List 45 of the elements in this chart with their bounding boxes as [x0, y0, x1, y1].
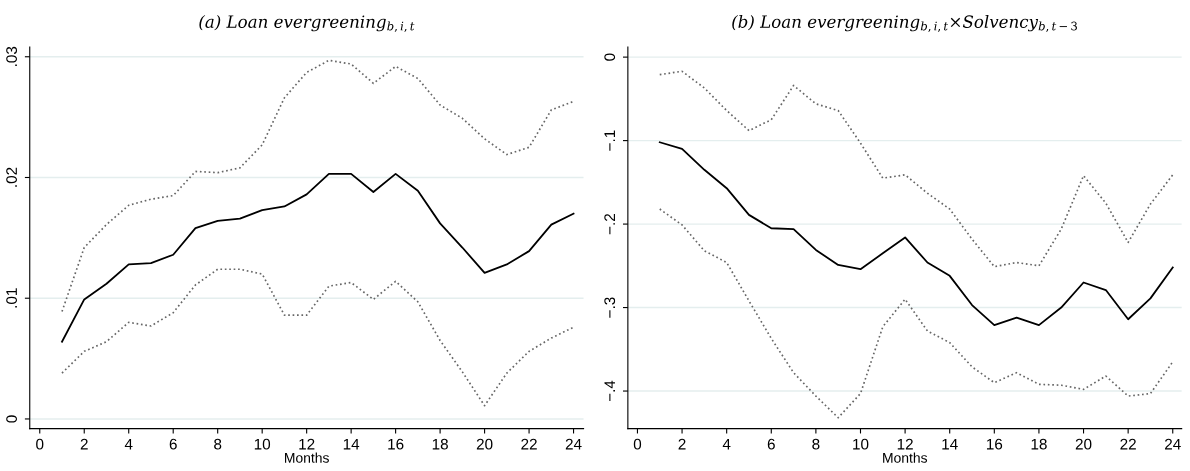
y-tick-label: 0 — [6, 415, 18, 423]
x-tick-label: 14 — [942, 438, 958, 450]
x-tick-label: 16 — [986, 438, 1003, 450]
x-tick-label: 12 — [299, 438, 315, 450]
x-tick-label: 0 — [36, 438, 44, 450]
y-tick-label: .03 — [6, 46, 18, 66]
x-axis-title: Months — [285, 452, 329, 463]
x-tick-label: 0 — [633, 438, 642, 450]
y-tick-label: .01 — [6, 288, 18, 308]
y-tick-label: −.3 — [604, 297, 616, 318]
x-tick-label: 16 — [388, 438, 404, 450]
x-tick-label: 6 — [169, 438, 177, 450]
x-tick-label: 8 — [214, 438, 222, 450]
line-series — [658, 141, 1174, 326]
x-tick-label: 2 — [678, 438, 686, 450]
line-series — [61, 268, 575, 407]
y-tick-label: −.2 — [604, 214, 615, 235]
line-series — [658, 70, 1174, 268]
x-tick-label: 10 — [853, 438, 869, 450]
chart-title: (a) Loan evergreening$_{b,i,t}$ — [199, 14, 415, 32]
x-tick-label: 14 — [343, 438, 360, 450]
x-tick-label: 10 — [254, 438, 271, 450]
y-tick-label: 0 — [604, 53, 616, 61]
x-tick-label: 18 — [432, 438, 448, 450]
line-series — [61, 172, 575, 343]
x-tick-label: 22 — [521, 438, 537, 450]
chart-title: (b) Loan evergreening$_{b,i,t}$×Solvency$_{b,t−3}$ — [732, 14, 1077, 32]
x-tick-label: 8 — [812, 438, 820, 450]
x-tick-label: 4 — [722, 438, 731, 450]
x-tick-label: 24 — [1165, 438, 1181, 450]
x-tick-label: 2 — [80, 438, 88, 450]
x-tick-label: 4 — [124, 438, 133, 450]
x-axis-title: Months — [883, 452, 928, 463]
x-tick-label: 22 — [1120, 438, 1136, 450]
y-tick-label: −.1 — [604, 130, 615, 151]
line-series — [61, 59, 575, 313]
x-tick-label: 18 — [1031, 438, 1047, 450]
x-tick-label: 12 — [897, 438, 913, 450]
x-tick-label: 20 — [1075, 438, 1092, 450]
x-tick-label: 20 — [476, 438, 493, 450]
y-tick-label: .02 — [6, 167, 18, 187]
y-tick-label: −.4 — [604, 380, 615, 402]
line-series — [658, 208, 1174, 419]
x-tick-label: 24 — [565, 438, 582, 450]
x-tick-label: 6 — [767, 438, 775, 450]
